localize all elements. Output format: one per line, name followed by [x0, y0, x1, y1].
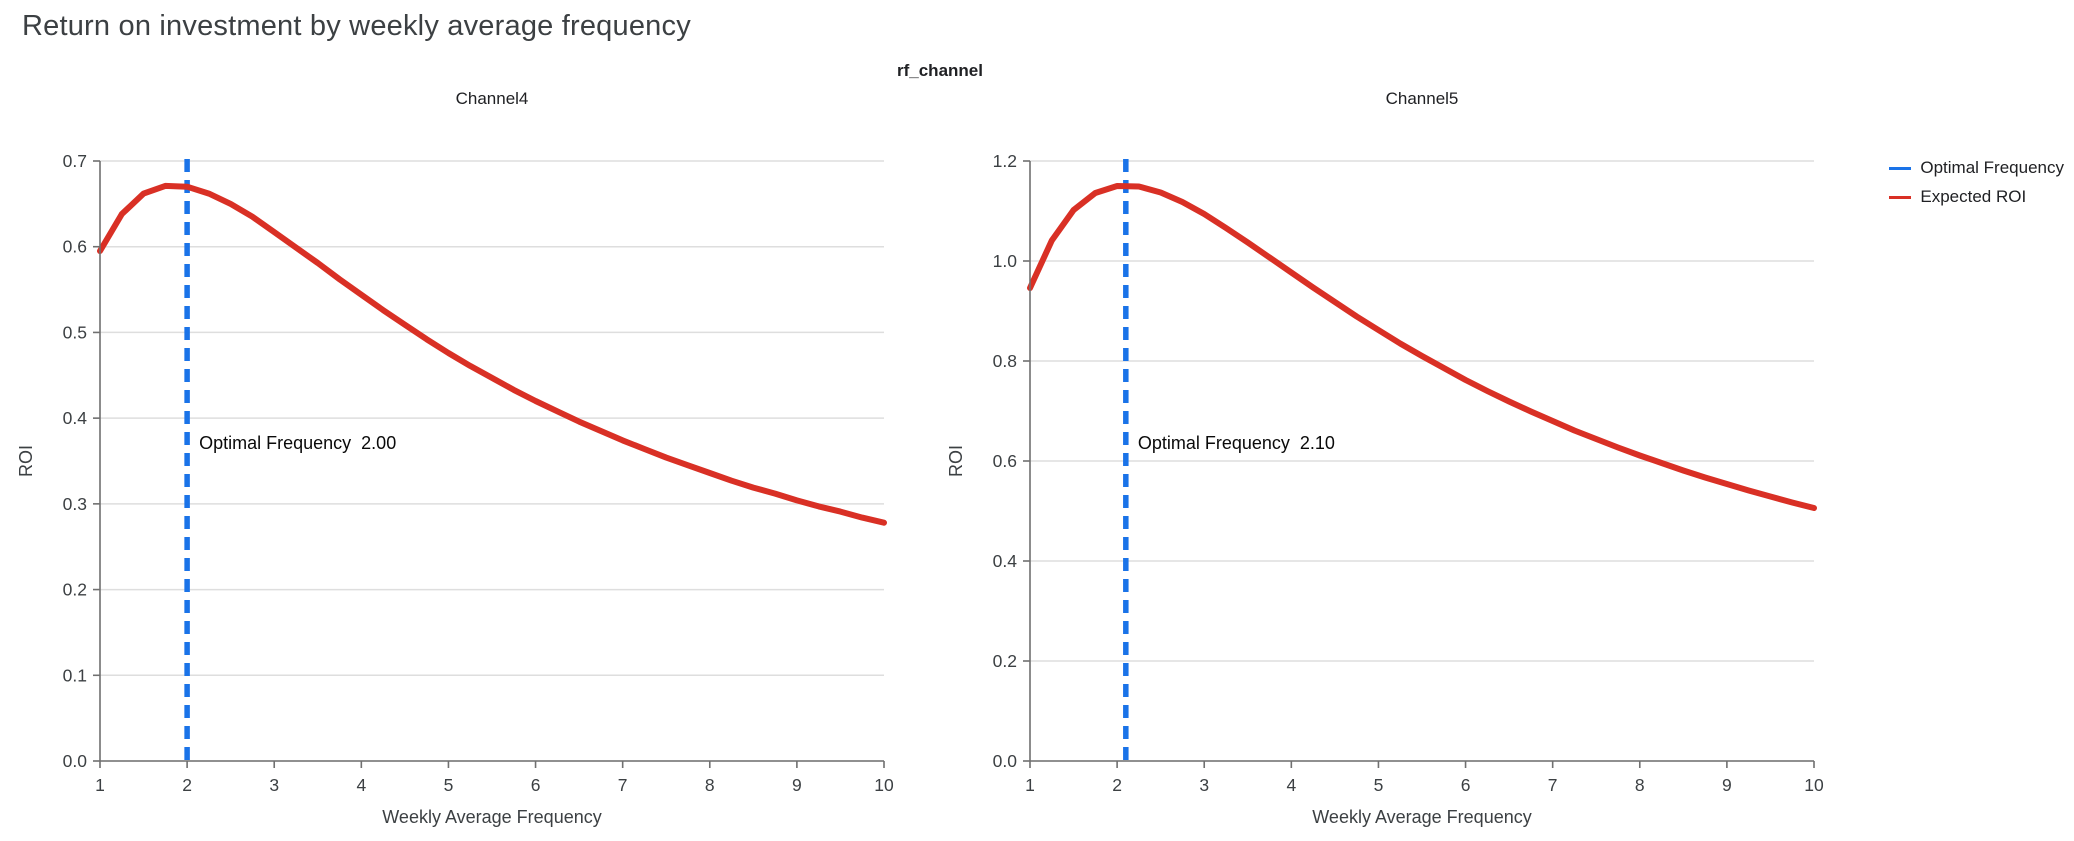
legend-item-optimal-frequency: Optimal Frequency [1889, 158, 2064, 178]
svg-text:1: 1 [1025, 775, 1035, 795]
svg-text:6: 6 [1461, 775, 1471, 795]
svg-text:9: 9 [1722, 775, 1732, 795]
svg-text:1: 1 [95, 775, 105, 795]
chart-channel4: Channel4 Optimal Frequency 2.00 0.0 0.1 0.2… [10, 86, 940, 841]
svg-text:0.6: 0.6 [63, 237, 87, 257]
svg-text:1.0: 1.0 [993, 251, 1018, 271]
svg-text:0.4: 0.4 [993, 551, 1018, 571]
svg-text:0.1: 0.1 [63, 665, 87, 685]
legend-item-expected-roi: Expected ROI [1889, 187, 2064, 207]
svg-text:0.8: 0.8 [993, 351, 1017, 371]
legend-label-optimal-frequency: Optimal Frequency [1920, 158, 2064, 177]
svg-text:0.2: 0.2 [63, 580, 87, 600]
svg-text:3: 3 [269, 775, 279, 795]
svg-text:8: 8 [705, 775, 715, 795]
svg-text:4: 4 [356, 775, 366, 795]
svg-text:0.6: 0.6 [993, 451, 1017, 471]
svg-text:2: 2 [182, 775, 192, 795]
svg-text:10: 10 [874, 775, 894, 795]
svg-text:Optimal Frequency 2.00: Optimal Frequency 2.00 [199, 433, 396, 453]
legend-line-optimal-frequency-icon [1889, 166, 1912, 170]
svg-text:7: 7 [1548, 775, 1558, 795]
svg-text:0.0: 0.0 [63, 751, 88, 771]
svg-text:3: 3 [1199, 775, 1209, 795]
svg-text:0.5: 0.5 [63, 322, 87, 342]
chart-channel5: Channel5 Optimal Frequency 2.10 0.0 0.2 0.4… [940, 86, 1870, 841]
figure: rf_channel Channel4 Optimal Frequency 2.… [10, 56, 1870, 841]
legend: Optimal Frequency Expected ROI [1889, 158, 2064, 216]
legend-label-expected-roi: Expected ROI [1920, 187, 2027, 206]
chart-title-channel5: Channel5 [1385, 89, 1459, 108]
svg-text:2: 2 [1112, 775, 1122, 795]
svg-text:0.0: 0.0 [993, 751, 1018, 771]
svg-text:5: 5 [1374, 775, 1384, 795]
svg-text:0.3: 0.3 [63, 494, 87, 514]
svg-text:Optimal Frequency 2.10: Optimal Frequency 2.10 [1138, 433, 1335, 453]
svg-text:7: 7 [618, 775, 628, 795]
svg-text:4: 4 [1286, 775, 1296, 795]
svg-text:6: 6 [531, 775, 541, 795]
svg-text:9: 9 [792, 775, 802, 795]
svg-text:1.2: 1.2 [993, 151, 1017, 171]
charts-row: Channel4 Optimal Frequency 2.00 0.0 0.1 0.2… [10, 86, 1870, 841]
svg-text:0.2: 0.2 [993, 651, 1017, 671]
page-title: Return on investment by weekly average f… [22, 10, 691, 42]
svg-text:0.4: 0.4 [63, 408, 88, 428]
svg-text:10: 10 [1804, 775, 1824, 795]
svg-text:8: 8 [1635, 775, 1645, 795]
svg-text:ROI: ROI [946, 445, 966, 477]
svg-text:ROI: ROI [16, 445, 36, 477]
svg-text:Weekly Average Frequency: Weekly Average Frequency [1312, 807, 1531, 827]
chart-plot-channel5: Optimal Frequency 2.10 0.0 0.2 0.4 0.6 0.8 1.0… [946, 151, 1824, 827]
legend-line-expected-roi-icon [1889, 195, 1912, 199]
figure-title: rf_channel [897, 61, 983, 80]
svg-text:5: 5 [444, 775, 454, 795]
svg-text:Weekly Average Frequency: Weekly Average Frequency [382, 807, 601, 827]
chart-title-channel4: Channel4 [455, 89, 529, 108]
svg-text:0.7: 0.7 [63, 151, 87, 171]
chart-plot-channel4: Optimal Frequency 2.00 0.0 0.1 0.2 0.3 0.4 0.5… [16, 151, 894, 827]
